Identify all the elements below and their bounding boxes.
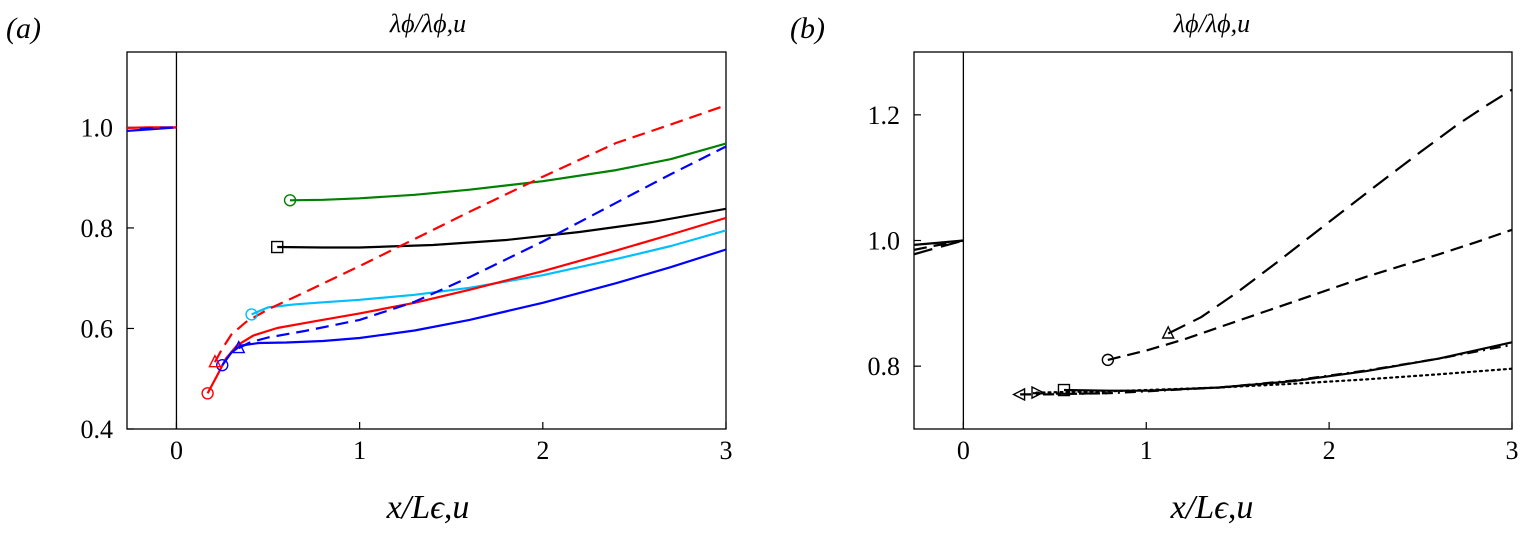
panel-a-label: (a): [6, 12, 41, 45]
series-line: [914, 239, 964, 246]
panel-b-label: (b): [790, 12, 825, 45]
panel-a-plot-area: 0 1 2 3 0.4 0.6 0.8 1.0: [81, 51, 733, 465]
plot-frame: [913, 51, 1513, 430]
series-marker: [271, 240, 284, 254]
series-marker: [1057, 383, 1071, 397]
series-line: [213, 104, 726, 363]
series-marker: [283, 194, 297, 207]
series-marker: [216, 358, 229, 372]
x-tick-label: 0: [170, 436, 183, 465]
series-line: [251, 229, 726, 316]
x-tick-label: 2: [536, 436, 549, 465]
series-line: [1035, 367, 1512, 394]
series-marker: [245, 308, 258, 321]
x-tick-label: 1: [1140, 436, 1153, 465]
panel-b: (b) λϕ/λϕ,u x/Lϵ,u 0 1 2 3 0.8 1.0 1.2: [790, 9, 1519, 526]
series-line: [1020, 392, 1110, 396]
y-tick-label: 1.0: [81, 113, 114, 142]
panel-b-title: λϕ/λϕ,u: [1173, 9, 1250, 38]
y-tick-label: 1.2: [868, 101, 901, 130]
panel-a-xlabel: x/Lϵ,u: [386, 489, 470, 526]
panel-b-xlabel: x/Lϵ,u: [1170, 489, 1254, 526]
series-line: [221, 248, 726, 366]
series-line: [1032, 343, 1512, 395]
series-line: [289, 142, 726, 202]
series-marker: [1031, 385, 1045, 400]
y-tick-label: 0.8: [868, 352, 901, 381]
series-marker: [1101, 353, 1115, 367]
series-marker: [208, 354, 222, 368]
series-marker: [1161, 325, 1175, 339]
panel-a: (a) λϕ/λϕ,u x/Lϵ,u 0 1 2 3 0.4 0.6 0.8 1.0: [6, 9, 733, 526]
panel-b-plot-area: 0 1 2 3 0.8 1.0 1.2: [868, 51, 1519, 465]
series-line: [1107, 228, 1512, 361]
series-line: [139, 126, 177, 130]
series-line: [1167, 88, 1512, 335]
plot-frame: [126, 51, 727, 430]
x-tick-label: 0: [957, 436, 970, 465]
y-tick-label: 0.6: [81, 314, 114, 343]
x-tick-label: 1: [353, 436, 366, 465]
x-tick-label: 3: [1506, 436, 1519, 465]
series-marker: [201, 387, 214, 400]
y-tick-label: 1.0: [868, 227, 901, 256]
series-marker: [1012, 387, 1026, 402]
x-tick-label: 2: [1323, 436, 1336, 465]
series-line: [238, 145, 726, 350]
series-marker: [232, 340, 246, 354]
series-line: [277, 207, 726, 249]
panel-a-title: λϕ/λϕ,u: [389, 9, 466, 38]
y-tick-label: 0.8: [81, 214, 114, 243]
y-tick-label: 0.4: [81, 415, 114, 444]
x-tick-label: 3: [720, 436, 733, 465]
